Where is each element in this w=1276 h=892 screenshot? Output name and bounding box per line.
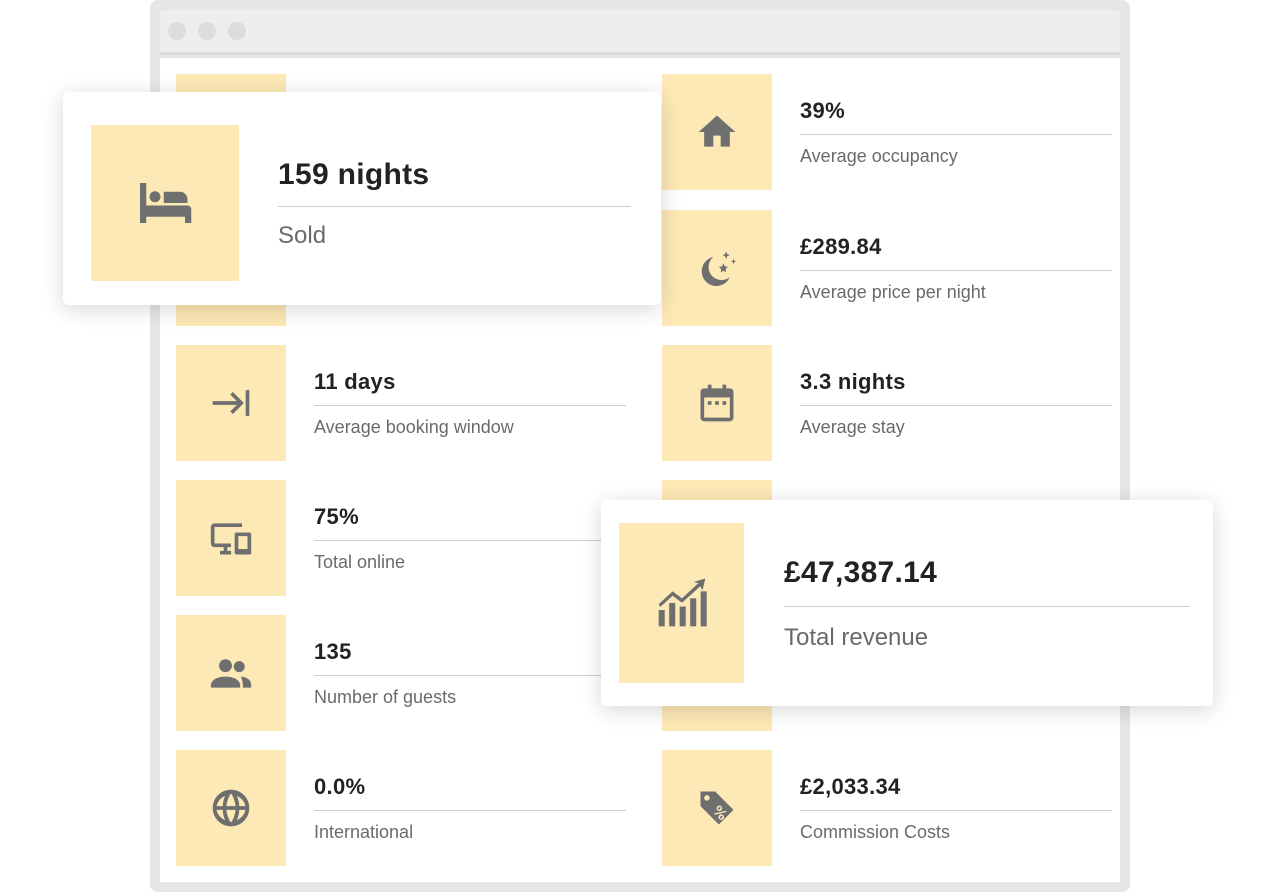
- stat-label: Average booking window: [314, 417, 514, 437]
- divider: [800, 270, 1112, 271]
- moon-stars-icon: [701, 251, 737, 287]
- highlight-label: Sold: [278, 222, 327, 249]
- stat-label: Total online: [314, 552, 406, 572]
- stat-value: 135: [314, 639, 352, 664]
- calendar-icon: [700, 384, 734, 422]
- stat-icon-tile: [662, 210, 772, 326]
- stat-icon-tile: [619, 523, 744, 683]
- highlight-card-nights-sold: 159 nights Sold: [63, 92, 661, 305]
- stat-label: Average stay: [800, 417, 905, 437]
- window-dot-minimize[interactable]: [198, 22, 216, 40]
- stat-value: 3.3 nights: [800, 369, 906, 394]
- stat-card-average-stay: 3.3 nights Average stay: [662, 345, 1112, 461]
- stat-icon-tile: %: [662, 750, 772, 866]
- stat-card-booking-window: 11 days Average booking window: [176, 345, 626, 461]
- house-icon: [698, 115, 736, 147]
- stat-label: Average occupancy: [800, 146, 958, 166]
- stat-icon-tile: [91, 125, 239, 281]
- window-dot-maximize[interactable]: [228, 22, 246, 40]
- stat-card-price-per-night: £289.84 Average price per night: [662, 210, 1112, 326]
- highlight-value: £47,387.14: [784, 556, 938, 589]
- divider: [800, 134, 1112, 135]
- stat-value: 39%: [800, 98, 845, 123]
- stat-value: 75%: [314, 504, 359, 529]
- stat-icon-tile: [176, 345, 286, 461]
- price-tag-icon: %: [700, 791, 734, 825]
- highlight-card-total-revenue: £47,387.14 Total revenue: [601, 500, 1213, 706]
- divider: [314, 405, 626, 406]
- highlight-label: Total revenue: [784, 624, 929, 651]
- stat-card-commission: % £2,033.34 Commission Costs: [662, 750, 1112, 866]
- divider: [314, 810, 626, 811]
- divider: [314, 540, 626, 541]
- divider: [278, 206, 631, 207]
- divider: [784, 606, 1190, 607]
- stat-icon-tile: [662, 74, 772, 190]
- stat-card-total-online: 75% Total online: [176, 480, 626, 596]
- globe-icon: [212, 789, 250, 827]
- stat-icon-tile: [176, 615, 286, 731]
- stat-value: 11 days: [314, 369, 396, 394]
- window-dot-close[interactable]: [168, 22, 186, 40]
- divider: [314, 675, 626, 676]
- bed-icon: [140, 183, 192, 223]
- divider: [800, 405, 1112, 406]
- stat-value: 0.0%: [314, 774, 366, 799]
- browser-title-bar: [160, 10, 1120, 55]
- stat-card-guests: 135 Number of guests: [176, 615, 626, 731]
- highlight-value: 159 nights: [278, 158, 430, 191]
- divider: [800, 810, 1112, 811]
- growth-chart-icon: [658, 578, 707, 627]
- stat-value: £289.84: [800, 234, 882, 259]
- stat-label: Number of guests: [314, 687, 457, 707]
- people-icon: [210, 659, 252, 688]
- stat-label: Commission Costs: [800, 822, 951, 842]
- devices-icon: [210, 523, 252, 555]
- stat-card-occupancy: 39% Average occupancy: [662, 74, 1112, 190]
- stat-label: Average price per night: [800, 282, 986, 302]
- arrow-to-line-icon: [212, 390, 250, 416]
- stat-card-international: 0.0% International: [176, 750, 626, 866]
- stat-icon-tile: [662, 345, 772, 461]
- stat-label: International: [314, 822, 414, 842]
- stat-value: £2,033.34: [800, 774, 901, 799]
- stat-icon-tile: [176, 750, 286, 866]
- stat-icon-tile: [176, 480, 286, 596]
